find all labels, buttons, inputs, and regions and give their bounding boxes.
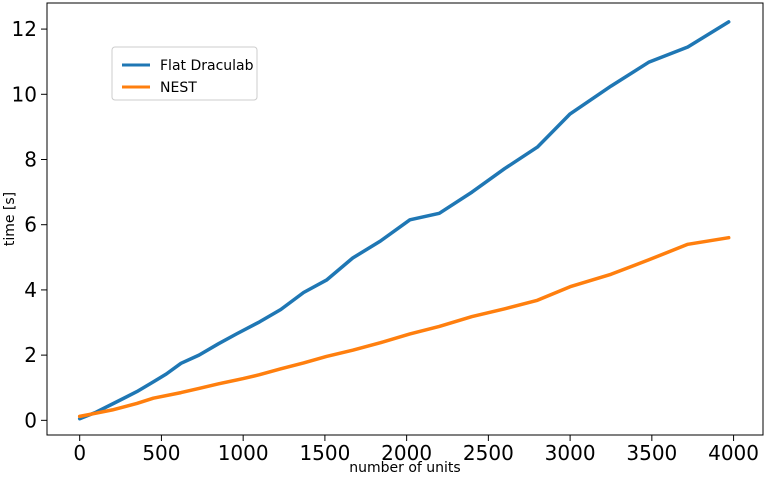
y-tick-label: 6 (24, 213, 37, 237)
x-tick-label: 1500 (299, 441, 350, 465)
legend: Flat Draculab NEST (111, 46, 258, 101)
x-tick-label: 2000 (381, 441, 432, 465)
y-tick-label: 8 (24, 147, 37, 171)
series-line-nest (77, 235, 731, 419)
x-axis-ticks: 0 500 1000 1500 2000 2500 3000 3500 4000 (73, 435, 759, 465)
y-tick-label: 2 (24, 343, 37, 367)
y-axis-label: time [s] (2, 192, 18, 246)
x-tick-label: 2500 (463, 441, 514, 465)
y-axis-ticks: 0 2 4 6 8 10 12 (12, 17, 47, 432)
legend-label-nest: NEST (160, 80, 197, 96)
x-tick-label: 4000 (708, 441, 759, 465)
x-tick-label: 0 (73, 441, 86, 465)
series-line-flat-draculab (77, 20, 731, 421)
y-tick-label: 0 (24, 408, 37, 432)
legend-label-flat-draculab: Flat Draculab (160, 58, 254, 74)
x-tick-label: 3000 (545, 441, 596, 465)
x-tick-label: 500 (142, 441, 180, 465)
x-tick-label: 1000 (218, 441, 269, 465)
x-axis-label: number of units (349, 460, 460, 476)
series-layer (77, 20, 731, 421)
x-tick-label: 3500 (626, 441, 677, 465)
y-tick-label: 12 (12, 17, 37, 41)
y-tick-label: 10 (12, 82, 37, 106)
y-tick-label: 4 (24, 278, 37, 302)
